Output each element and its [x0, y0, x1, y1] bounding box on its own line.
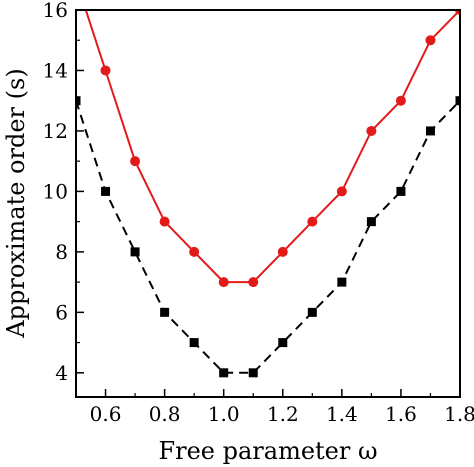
data-point-circle — [277, 246, 288, 257]
data-point-circle — [425, 35, 436, 46]
data-point-circle — [455, 10, 460, 15]
data-point-circle — [100, 65, 111, 76]
data-point-circle — [130, 156, 141, 167]
y-tick-label: 12 — [43, 119, 68, 143]
data-point-square — [425, 126, 435, 136]
data-point-circle — [336, 186, 347, 197]
x-tick-label: 0.8 — [149, 402, 181, 426]
y-axis-title: Approximate order (s) — [2, 68, 30, 338]
y-tick-label: 16 — [43, 0, 68, 22]
plot-frame — [75, 9, 461, 398]
data-point-circle — [248, 277, 259, 288]
series-line — [76, 100, 460, 374]
data-point-square — [160, 307, 170, 317]
data-point-square — [307, 307, 317, 317]
data-point-square — [189, 338, 199, 348]
data-point-circle — [159, 216, 170, 227]
data-point-square — [219, 368, 229, 378]
series-layer — [76, 10, 460, 378]
y-tick-label: 4 — [55, 361, 68, 385]
y-tick-label: 6 — [55, 300, 68, 324]
y-tick-label: 8 — [55, 240, 68, 264]
x-tick-label: 0.6 — [90, 402, 122, 426]
data-point-square — [278, 338, 288, 348]
data-point-square — [248, 368, 258, 378]
data-point-square — [366, 217, 376, 227]
x-axis-title: Free parameter ω — [158, 437, 377, 465]
ticks-layer: 0.6 0.8 1.0 1.2 1.4 1.6 1.8 4 6 8 10 12 14 16 — [43, 0, 474, 426]
x-tick-label: 1.6 — [385, 402, 417, 426]
series-line — [84, 10, 460, 284]
y-tick-label: 14 — [43, 58, 68, 82]
data-point-square — [130, 247, 140, 257]
data-point-square — [396, 186, 406, 196]
x-tick-label: 1.4 — [326, 402, 358, 426]
data-point-square — [101, 186, 111, 196]
data-point-circle — [189, 246, 200, 257]
x-tick-label: 1.2 — [267, 402, 299, 426]
data-point-circle — [218, 277, 229, 288]
y-tick-label: 10 — [43, 179, 68, 203]
data-point-circle — [307, 216, 318, 227]
data-point-square — [337, 277, 347, 287]
data-point-square — [455, 96, 460, 106]
x-tick-label: 1.0 — [208, 402, 240, 426]
x-tick-label: 1.8 — [444, 402, 474, 426]
data-point-circle — [395, 95, 406, 106]
data-point-circle — [366, 125, 377, 136]
